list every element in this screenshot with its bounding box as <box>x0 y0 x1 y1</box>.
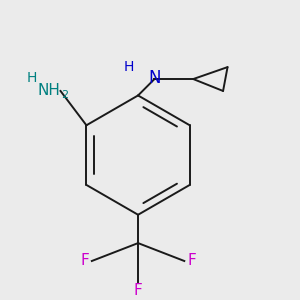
Text: H: H <box>27 70 38 85</box>
Text: 2: 2 <box>61 90 69 100</box>
Text: NH: NH <box>37 83 60 98</box>
Text: F: F <box>188 254 196 268</box>
Text: F: F <box>80 254 89 268</box>
Text: H: H <box>124 60 134 74</box>
Text: N: N <box>148 69 161 87</box>
Text: F: F <box>134 283 142 298</box>
